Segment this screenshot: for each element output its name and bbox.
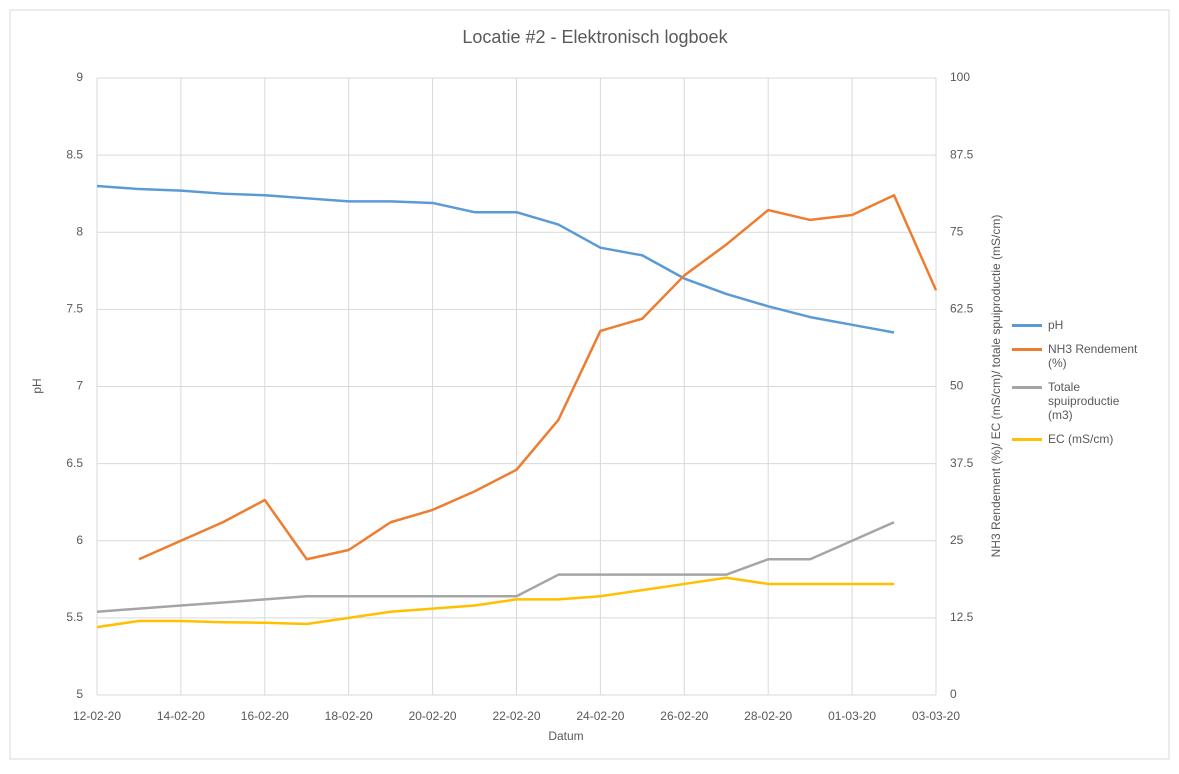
x-tick-label: 12-02-20 <box>73 709 121 723</box>
y-tick-label: 7.5 <box>66 302 83 316</box>
y-tick-label: 5 <box>76 687 83 701</box>
legend-swatch <box>1012 386 1042 389</box>
legend-swatch <box>1012 324 1042 327</box>
legend-item: pH <box>1012 318 1147 332</box>
x-tick-label: 28-02-20 <box>744 709 792 723</box>
y-tick-label: 7 <box>76 379 83 393</box>
legend-swatch <box>1012 348 1042 351</box>
legend-item: Totale spuiproductie (m3) <box>1012 380 1147 422</box>
legend-item: NH3 Rendement (%) <box>1012 342 1147 370</box>
legend-swatch <box>1012 438 1042 441</box>
x-axis-label: Datum <box>548 729 583 743</box>
y-tick-label: 5.5 <box>66 610 83 624</box>
y2-tick-label: 37.5 <box>950 456 974 470</box>
x-tick-label: 18-02-20 <box>325 709 373 723</box>
x-tick-label: 14-02-20 <box>157 709 205 723</box>
x-tick-label: 01-03-20 <box>828 709 876 723</box>
series-line <box>138 193 938 561</box>
y2-tick-label: 25 <box>950 533 964 547</box>
legend-label: pH <box>1048 318 1064 332</box>
series-line <box>96 576 895 629</box>
legend-label: EC (mS/cm) <box>1048 432 1114 446</box>
series-line <box>96 521 895 613</box>
legend-label: Totale spuiproductie (m3) <box>1048 380 1120 422</box>
y2-tick-label: 75 <box>950 224 964 238</box>
y2-axis-label: NH3 Rendement (%)/ EC (mS/cm)/ totale sp… <box>989 215 1003 558</box>
legend-label: NH3 Rendement (%) <box>1048 342 1138 370</box>
x-tick-label: 22-02-20 <box>492 709 540 723</box>
x-tick-label: 16-02-20 <box>241 709 289 723</box>
y2-tick-label: 12.5 <box>950 610 974 624</box>
y-tick-label: 9 <box>76 70 83 84</box>
x-tick-label: 20-02-20 <box>409 709 457 723</box>
y2-tick-label: 50 <box>950 379 964 393</box>
series-line <box>96 184 895 334</box>
y-tick-label: 6.5 <box>66 456 83 470</box>
y-axis-label: pH <box>30 378 44 393</box>
x-tick-label: 24-02-20 <box>576 709 624 723</box>
chart-border <box>9 9 1170 760</box>
x-tick-label: 03-03-20 <box>912 709 960 723</box>
y-tick-label: 8.5 <box>66 147 83 161</box>
y2-tick-label: 100 <box>950 70 970 84</box>
chart-title: Locatie #2 - Elektronisch logboek <box>462 27 728 47</box>
legend: pH NH3 Rendement (%) Totale spuiproductie … <box>1012 318 1147 456</box>
y-tick-label: 8 <box>76 224 83 238</box>
y-tick-label: 6 <box>76 533 83 547</box>
y2-tick-label: 87.5 <box>950 147 974 161</box>
y2-tick-label: 62.5 <box>950 302 974 316</box>
x-tick-label: 26-02-20 <box>660 709 708 723</box>
legend-item: EC (mS/cm) <box>1012 432 1147 446</box>
y2-tick-label: 0 <box>950 687 957 701</box>
